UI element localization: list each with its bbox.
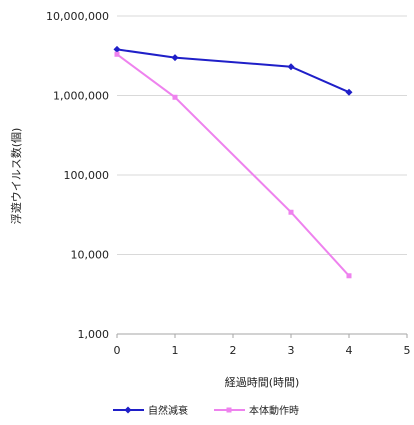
axes — [116, 333, 408, 338]
legend-label-2: 本体動作時 — [249, 404, 299, 417]
series-1-point — [171, 54, 179, 62]
series — [113, 45, 353, 279]
x-tick-label: 0 — [114, 344, 121, 357]
x-tick-label: 1 — [172, 344, 179, 357]
x-tick-label: 3 — [288, 344, 295, 357]
legend-label-1: 自然減衰 — [148, 404, 188, 417]
y-tick-label: 10,000 — [71, 249, 110, 262]
y-tick-label: 10,000,000 — [46, 10, 109, 23]
y-tick-label: 1,000 — [78, 328, 110, 341]
legend: 自然減衰 本体動作時 — [113, 404, 299, 417]
series-2-point — [346, 273, 352, 279]
tick-labels: 1,000 10,000 100,000 1,000,000 10,000,000 0 1 2… — [46, 10, 410, 357]
x-axis-title: 経過時間(時間) — [225, 376, 300, 389]
y-tick-label: 1,000,000 — [53, 90, 109, 103]
series-2-point — [114, 51, 120, 57]
legend-item-2: 本体動作時 — [214, 404, 299, 417]
x-tick-label: 5 — [404, 344, 411, 357]
series-1-point — [113, 45, 121, 53]
x-tick-label: 4 — [346, 344, 353, 357]
legend-item-1: 自然減衰 — [113, 404, 188, 417]
legend-swatch-marker-2 — [226, 407, 232, 413]
series-1-point — [345, 88, 353, 96]
gridlines — [117, 15, 407, 255]
series-line-1 — [116, 48, 350, 94]
y-axis-title: 浮遊ウイルス数(個) — [9, 128, 23, 225]
x-tick-label: 2 — [230, 344, 237, 357]
series-1-point — [287, 63, 295, 71]
legend-swatch-marker-1 — [124, 406, 132, 414]
series-2-point — [172, 94, 178, 100]
series-2-point — [288, 209, 294, 215]
series-line-2 — [116, 53, 350, 277]
y-tick-label: 100,000 — [64, 169, 110, 182]
